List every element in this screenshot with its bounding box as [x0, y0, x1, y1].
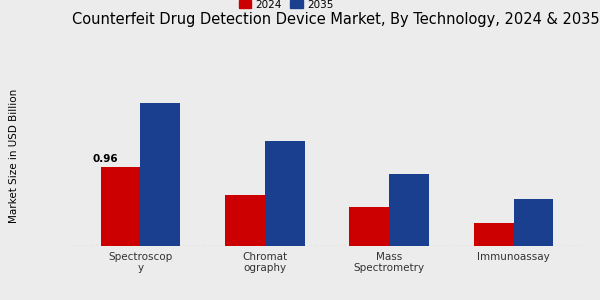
- Bar: [474, 223, 514, 246]
- Text: Market Size in USD Billion: Market Size in USD Billion: [9, 89, 19, 223]
- Legend: 2024, 2035: 2024, 2035: [235, 0, 338, 14]
- Text: Counterfeit Drug Detection Device Market, By Technology, 2024 & 2035: Counterfeit Drug Detection Device Market…: [72, 12, 599, 27]
- Bar: [140, 103, 180, 246]
- Bar: [349, 207, 389, 246]
- Bar: [265, 141, 305, 246]
- Bar: [514, 199, 553, 246]
- Bar: [389, 174, 429, 246]
- Bar: [101, 167, 140, 246]
- Bar: [225, 195, 265, 246]
- Text: 0.96: 0.96: [92, 154, 118, 164]
